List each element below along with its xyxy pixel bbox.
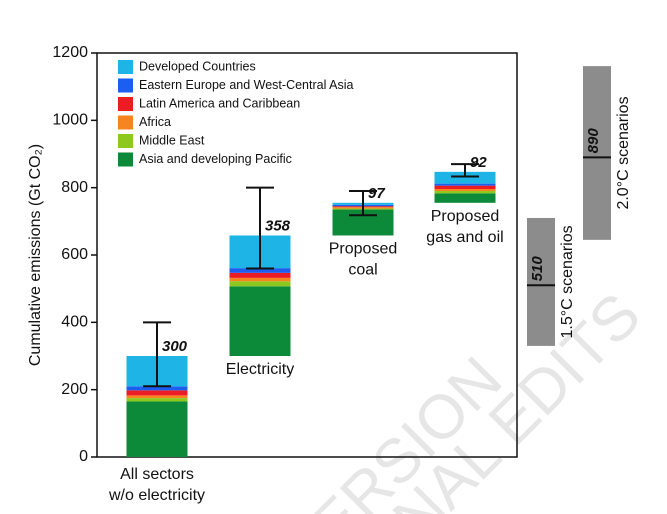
bar-segment xyxy=(126,395,188,399)
bar-segment xyxy=(229,281,291,287)
bar-segment xyxy=(126,401,188,457)
bar-segment xyxy=(434,185,496,190)
y-tick-label: 600 xyxy=(61,246,88,263)
bar-segment xyxy=(229,268,291,273)
category-label: Proposed xyxy=(431,208,500,225)
legend-swatch xyxy=(118,97,133,111)
scenario-range xyxy=(583,66,611,240)
bar-segment xyxy=(434,183,496,186)
y-axis-label: Cumulative emissions (Gt CO₂) xyxy=(27,144,44,366)
bar-segment xyxy=(229,272,291,278)
scenario-value: 510 xyxy=(529,256,546,282)
legend-label: Latin America and Caribbean xyxy=(139,96,300,110)
legend-swatch xyxy=(118,134,133,148)
legend-swatch xyxy=(118,78,133,93)
bar-segment xyxy=(434,189,496,192)
legend-label: Eastern Europe and West-Central Asia xyxy=(139,78,354,92)
category-label: Electricity xyxy=(226,361,294,378)
bar-segment xyxy=(434,191,496,194)
y-tick-label: 800 xyxy=(61,179,88,196)
legend-label: Developed Countries xyxy=(139,59,256,73)
y-tick-label: 200 xyxy=(61,381,88,398)
scenario-label: 2.0°C scenarios xyxy=(615,96,632,209)
category-label: All sectors xyxy=(120,466,194,483)
y-tick-label: 1000 xyxy=(52,112,88,129)
legend-label: Asia and developing Pacific xyxy=(139,152,292,166)
category-label: gas and oil xyxy=(426,229,503,246)
bar-segment xyxy=(434,193,496,203)
bar-segment xyxy=(126,386,188,391)
total-label: 92 xyxy=(470,154,487,171)
bar-segment xyxy=(229,286,291,356)
bar-segment xyxy=(434,171,496,184)
legend-label: Africa xyxy=(139,115,171,129)
y-tick-label: 0 xyxy=(79,448,88,465)
total-label: 358 xyxy=(265,217,291,234)
legend-swatch xyxy=(118,60,133,74)
y-tick-label: 1200 xyxy=(52,44,88,61)
category-label: w/o electricity xyxy=(108,487,205,504)
scenario-range xyxy=(527,217,555,346)
bar-segment xyxy=(126,398,188,402)
legend-swatch xyxy=(118,152,133,167)
category-label: Proposed xyxy=(329,241,398,258)
legend-swatch xyxy=(118,115,133,130)
scenario-label: 1.5°C scenarios xyxy=(559,225,576,338)
y-tick-label: 400 xyxy=(61,314,88,331)
total-label: 97 xyxy=(368,185,385,202)
scenario-value: 890 xyxy=(585,128,602,154)
bar-segment xyxy=(229,277,291,282)
legend-label: Middle East xyxy=(139,133,205,147)
bar-segment xyxy=(126,390,188,396)
total-label: 300 xyxy=(162,338,188,355)
category-label: coal xyxy=(348,262,377,279)
